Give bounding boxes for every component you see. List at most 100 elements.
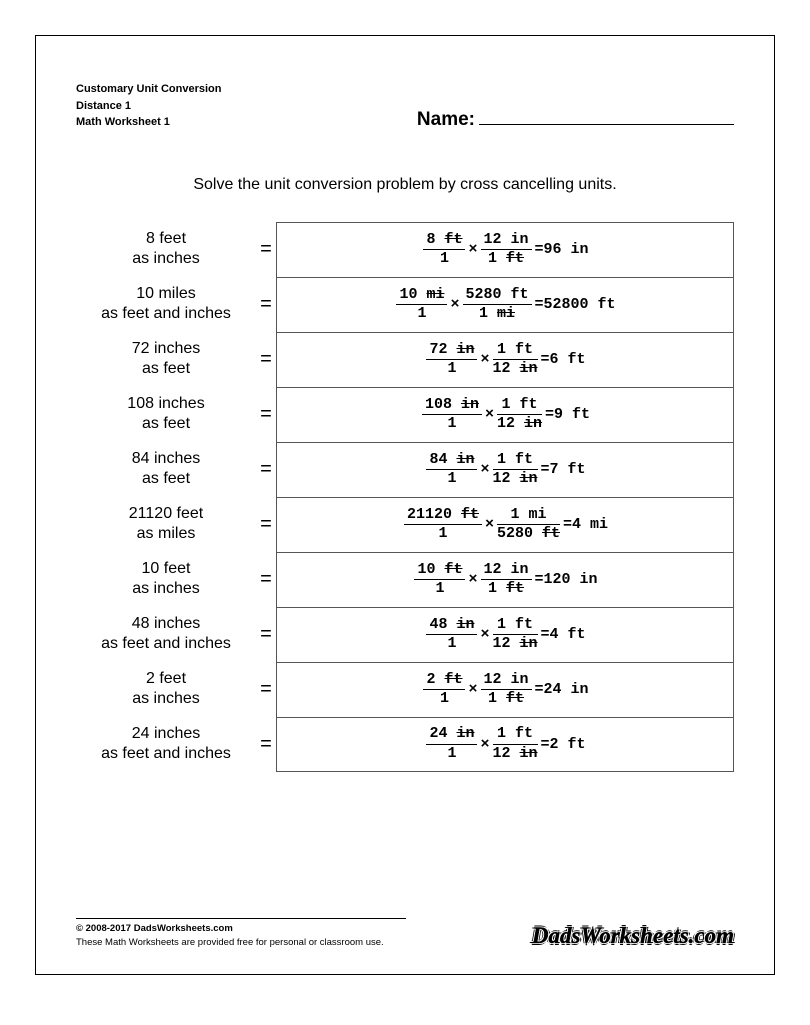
- prompt-line-1: 21120 feet: [76, 504, 256, 524]
- answer-cell: 8 ft1×12 in1 ft=96 in: [276, 222, 734, 277]
- result-text: =4 mi: [563, 516, 608, 533]
- fraction-2: 12 in1 ft: [481, 562, 532, 598]
- multiply-sign: ×: [450, 296, 459, 313]
- prompt-line-1: 2 feet: [76, 669, 256, 689]
- prompt-line-1: 84 inches: [76, 449, 256, 469]
- problem-prompt: 108 inchesas feet: [76, 387, 256, 442]
- equals-sign: =: [256, 717, 276, 772]
- problem-prompt: 10 feetas inches: [76, 552, 256, 607]
- equals-sign: =: [256, 662, 276, 717]
- multiply-sign: ×: [480, 626, 489, 643]
- result-text: =2 ft: [541, 736, 586, 753]
- prompt-line-2: as feet and inches: [76, 634, 256, 654]
- fraction-2: 12 in1 ft: [481, 232, 532, 268]
- equals-sign: =: [256, 497, 276, 552]
- fraction-1: 48 in1: [426, 617, 477, 653]
- multiply-sign: ×: [480, 351, 489, 368]
- multiply-sign: ×: [468, 681, 477, 698]
- problem-row: 2 feetas inches=2 ft1×12 in1 ft=24 in: [76, 662, 734, 717]
- result-text: =52800 ft: [535, 296, 616, 313]
- equals-sign: =: [256, 607, 276, 662]
- name-label: Name:: [417, 109, 475, 131]
- header-info: Customary Unit Conversion Distance 1 Mat…: [76, 81, 221, 131]
- fraction-2: 5280 ft1 mi: [463, 287, 532, 323]
- fraction-2: 1 ft12 in: [493, 617, 538, 653]
- footer-text: © 2008-2017 DadsWorksheets.com These Mat…: [76, 918, 406, 949]
- header-row: Customary Unit Conversion Distance 1 Mat…: [76, 81, 734, 131]
- answer-cell: 24 in1×1 ft12 in=2 ft: [276, 717, 734, 772]
- equals-sign: =: [256, 277, 276, 332]
- multiply-sign: ×: [480, 736, 489, 753]
- problem-prompt: 48 inchesas feet and inches: [76, 607, 256, 662]
- prompt-line-2: as feet and inches: [76, 304, 256, 324]
- result-text: =6 ft: [541, 351, 586, 368]
- problem-row: 48 inchesas feet and inches= 48 in1×1 ft1…: [76, 607, 734, 662]
- prompt-line-2: as feet and inches: [76, 744, 256, 764]
- equals-sign: =: [256, 332, 276, 387]
- problem-row: 84 inchesas feet=84 in1×1 ft12 in=7 ft: [76, 442, 734, 497]
- worksheet-page: Customary Unit Conversion Distance 1 Mat…: [35, 35, 775, 975]
- fraction-1: 8 ft1: [423, 232, 465, 268]
- problem-row: 108 inchesas feet=108 in1×1 ft12 in=9 ft: [76, 387, 734, 442]
- prompt-line-2: as feet: [76, 414, 256, 434]
- answer-cell: 10 mi1×5280 ft1 mi=52800 ft: [276, 277, 734, 332]
- prompt-line-2: as miles: [76, 524, 256, 544]
- multiply-sign: ×: [485, 406, 494, 423]
- result-text: =96 in: [535, 241, 589, 258]
- prompt-line-2: as feet: [76, 359, 256, 379]
- problem-row: 21120 feetas miles=21120 ft1×1 mi5280 ft…: [76, 497, 734, 552]
- header-line-1: Customary Unit Conversion: [76, 81, 221, 98]
- footer: © 2008-2017 DadsWorksheets.com These Mat…: [76, 903, 734, 949]
- prompt-line-2: as inches: [76, 579, 256, 599]
- answer-cell: 108 in1×1 ft12 in=9 ft: [276, 387, 734, 442]
- fraction-2: 1 ft12 in: [497, 397, 542, 433]
- problem-prompt: 2 feetas inches: [76, 662, 256, 717]
- fraction-1: 10 ft1: [414, 562, 465, 598]
- fraction-2: 1 mi5280 ft: [497, 507, 560, 543]
- prompt-line-2: as inches: [76, 689, 256, 709]
- problem-row: 24 inchesas feet and inches=24 in1×1 ft1…: [76, 717, 734, 772]
- prompt-line-1: 8 feet: [76, 229, 256, 249]
- problem-row: 72 inchesas feet=72 in1×1 ft12 in=6 ft: [76, 332, 734, 387]
- fraction-1: 108 in1: [422, 397, 482, 433]
- worksheet-table: 8 feetas inches=8 ft1×12 in1 ft=96 in10 …: [76, 222, 734, 772]
- answer-cell: 2 ft1×12 in1 ft=24 in: [276, 662, 734, 717]
- problem-prompt: 72 inchesas feet: [76, 332, 256, 387]
- prompt-line-2: as inches: [76, 249, 256, 269]
- result-text: =9 ft: [545, 406, 590, 423]
- fraction-2: 1 ft12 in: [493, 342, 538, 378]
- answer-cell: 21120 ft1×1 mi5280 ft=4 mi: [276, 497, 734, 552]
- prompt-line-1: 10 feet: [76, 559, 256, 579]
- problem-row: 10 milesas feet and inches=10 mi1×5280 f…: [76, 277, 734, 332]
- answer-cell: 72 in1×1 ft12 in=6 ft: [276, 332, 734, 387]
- problem-prompt: 10 milesas feet and inches: [76, 277, 256, 332]
- instruction-text: Solve the unit conversion problem by cro…: [76, 176, 734, 194]
- answer-cell: 84 in1×1 ft12 in=7 ft: [276, 442, 734, 497]
- name-field: Name:: [417, 109, 734, 131]
- prompt-line-1: 72 inches: [76, 339, 256, 359]
- answer-cell: 10 ft1×12 in1 ft=120 in: [276, 552, 734, 607]
- header-line-3: Math Worksheet 1: [76, 114, 221, 131]
- name-blank-line[interactable]: [479, 109, 734, 125]
- fraction-1: 72 in1: [426, 342, 477, 378]
- fraction-1: 21120 ft1: [404, 507, 482, 543]
- fraction-1: 84 in1: [426, 452, 477, 488]
- fraction-2: 1 ft12 in: [493, 726, 538, 762]
- prompt-line-1: 48 inches: [76, 614, 256, 634]
- site-logo: DadsWorksheets.com: [532, 923, 734, 949]
- multiply-sign: ×: [468, 241, 477, 258]
- header-line-2: Distance 1: [76, 98, 221, 115]
- fraction-2: 12 in1 ft: [481, 672, 532, 708]
- copyright-text: © 2008-2017 DadsWorksheets.com: [76, 922, 406, 935]
- equals-sign: =: [256, 387, 276, 442]
- problem-prompt: 84 inchesas feet: [76, 442, 256, 497]
- multiply-sign: ×: [480, 461, 489, 478]
- result-text: =120 in: [535, 571, 598, 588]
- fraction-1: 24 in1: [426, 726, 477, 762]
- multiply-sign: ×: [485, 516, 494, 533]
- problem-row: 10 feetas inches=10 ft1×12 in1 ft=120 in: [76, 552, 734, 607]
- prompt-line-1: 10 miles: [76, 284, 256, 304]
- prompt-line-1: 24 inches: [76, 724, 256, 744]
- fraction-2: 1 ft12 in: [493, 452, 538, 488]
- equals-sign: =: [256, 442, 276, 497]
